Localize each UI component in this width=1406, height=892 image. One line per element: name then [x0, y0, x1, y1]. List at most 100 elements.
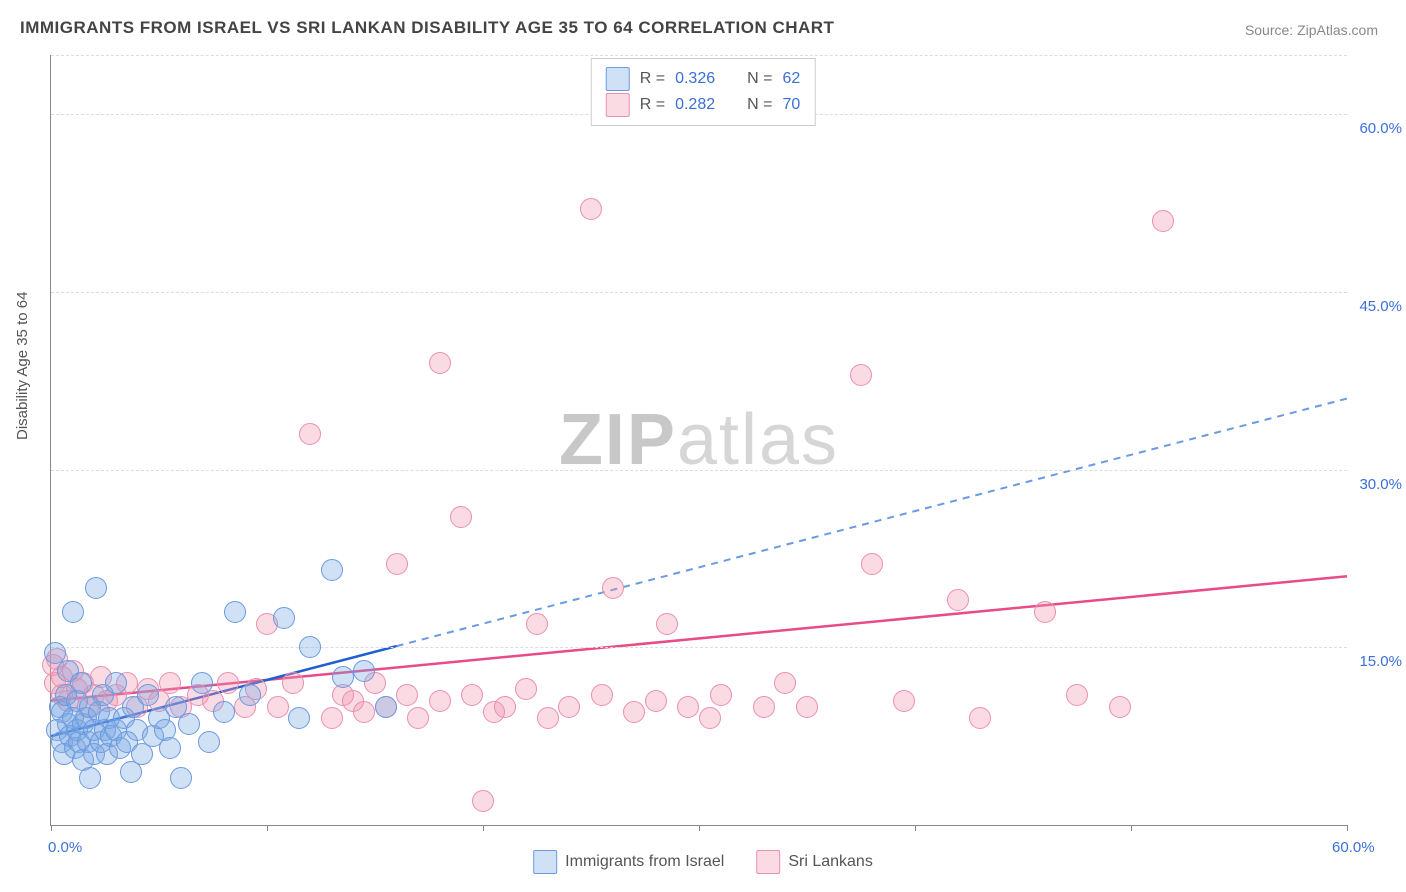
data-point [591, 684, 613, 706]
data-point [861, 553, 883, 575]
data-point [396, 684, 418, 706]
data-point [850, 364, 872, 386]
x-tick-label-min: 0.0% [48, 839, 82, 856]
data-point [494, 696, 516, 718]
watermark-zip: ZIP [559, 400, 677, 480]
data-point [62, 601, 84, 623]
data-point [677, 696, 699, 718]
source-label: Source: [1245, 22, 1293, 38]
data-point [947, 589, 969, 611]
data-point [407, 707, 429, 729]
data-point [239, 684, 261, 706]
data-point [224, 601, 246, 623]
data-point [429, 352, 451, 374]
r-value-srilanka: 0.282 [675, 96, 715, 114]
data-point [753, 696, 775, 718]
source-credit: Source: ZipAtlas.com [1245, 22, 1378, 38]
data-point [105, 672, 127, 694]
data-point [213, 701, 235, 723]
data-point [137, 684, 159, 706]
data-point [1152, 210, 1174, 232]
swatch-israel [533, 850, 557, 874]
x-tick [51, 825, 52, 831]
data-point [623, 701, 645, 723]
data-point [969, 707, 991, 729]
data-point [450, 506, 472, 528]
y-tick-label: 30.0% [1342, 476, 1402, 493]
data-point [710, 684, 732, 706]
series-legend: Immigrants from Israel Sri Lankans [533, 850, 873, 874]
y-tick-label: 60.0% [1342, 120, 1402, 137]
data-point [602, 577, 624, 599]
n-value-israel: 62 [782, 70, 800, 88]
data-point [526, 613, 548, 635]
y-tick-label: 15.0% [1342, 653, 1402, 670]
x-tick [915, 825, 916, 831]
data-point [537, 707, 559, 729]
n-value-srilanka: 70 [782, 96, 800, 114]
data-point [159, 672, 181, 694]
legend-row-israel: R = 0.326 N = 62 [606, 67, 801, 91]
data-point [70, 672, 92, 694]
gridline [51, 292, 1347, 293]
data-point [299, 423, 321, 445]
data-point [656, 613, 678, 635]
trend-line [397, 399, 1347, 647]
legend-row-srilanka: R = 0.282 N = 70 [606, 93, 801, 117]
data-point [1066, 684, 1088, 706]
data-point [796, 696, 818, 718]
data-point [217, 672, 239, 694]
data-point [79, 767, 101, 789]
data-point [1034, 601, 1056, 623]
trend-line [51, 576, 1347, 700]
legend-item-israel: Immigrants from Israel [533, 850, 724, 874]
data-point [386, 553, 408, 575]
n-label: N = [747, 70, 772, 88]
data-point [472, 790, 494, 812]
source-value: ZipAtlas.com [1297, 22, 1378, 38]
data-point [198, 731, 220, 753]
data-point [299, 636, 321, 658]
r-label: R = [640, 96, 665, 114]
swatch-srilanka [606, 93, 630, 117]
data-point [429, 690, 451, 712]
data-point [321, 707, 343, 729]
data-point [267, 696, 289, 718]
r-label: R = [640, 70, 665, 88]
legend-item-srilanka: Sri Lankans [756, 850, 873, 874]
x-tick [267, 825, 268, 831]
data-point [273, 607, 295, 629]
data-point [159, 737, 181, 759]
plot-area: ZIPatlas [50, 55, 1347, 826]
data-point [645, 690, 667, 712]
data-point [191, 672, 213, 694]
data-point [1109, 696, 1131, 718]
legend-label-israel: Immigrants from Israel [565, 853, 724, 871]
data-point [332, 666, 354, 688]
swatch-srilanka [756, 850, 780, 874]
watermark-atlas: atlas [677, 400, 839, 480]
swatch-israel [606, 67, 630, 91]
data-point [321, 559, 343, 581]
data-point [288, 707, 310, 729]
data-point [178, 713, 200, 735]
data-point [282, 672, 304, 694]
chart-title: IMMIGRANTS FROM ISRAEL VS SRI LANKAN DIS… [20, 18, 834, 38]
legend-label-srilanka: Sri Lankans [788, 853, 873, 871]
x-tick-label-max: 60.0% [1332, 839, 1375, 856]
data-point [893, 690, 915, 712]
data-point [85, 577, 107, 599]
data-point [580, 198, 602, 220]
correlation-legend: R = 0.326 N = 62 R = 0.282 N = 70 [591, 58, 816, 126]
y-tick-label: 45.0% [1342, 298, 1402, 315]
data-point [461, 684, 483, 706]
data-point [699, 707, 721, 729]
data-point [558, 696, 580, 718]
y-axis-label: Disability Age 35 to 64 [14, 292, 31, 440]
n-label: N = [747, 96, 772, 114]
data-point [353, 660, 375, 682]
data-point [515, 678, 537, 700]
data-point [375, 696, 397, 718]
r-value-israel: 0.326 [675, 70, 715, 88]
gridline [51, 55, 1347, 56]
